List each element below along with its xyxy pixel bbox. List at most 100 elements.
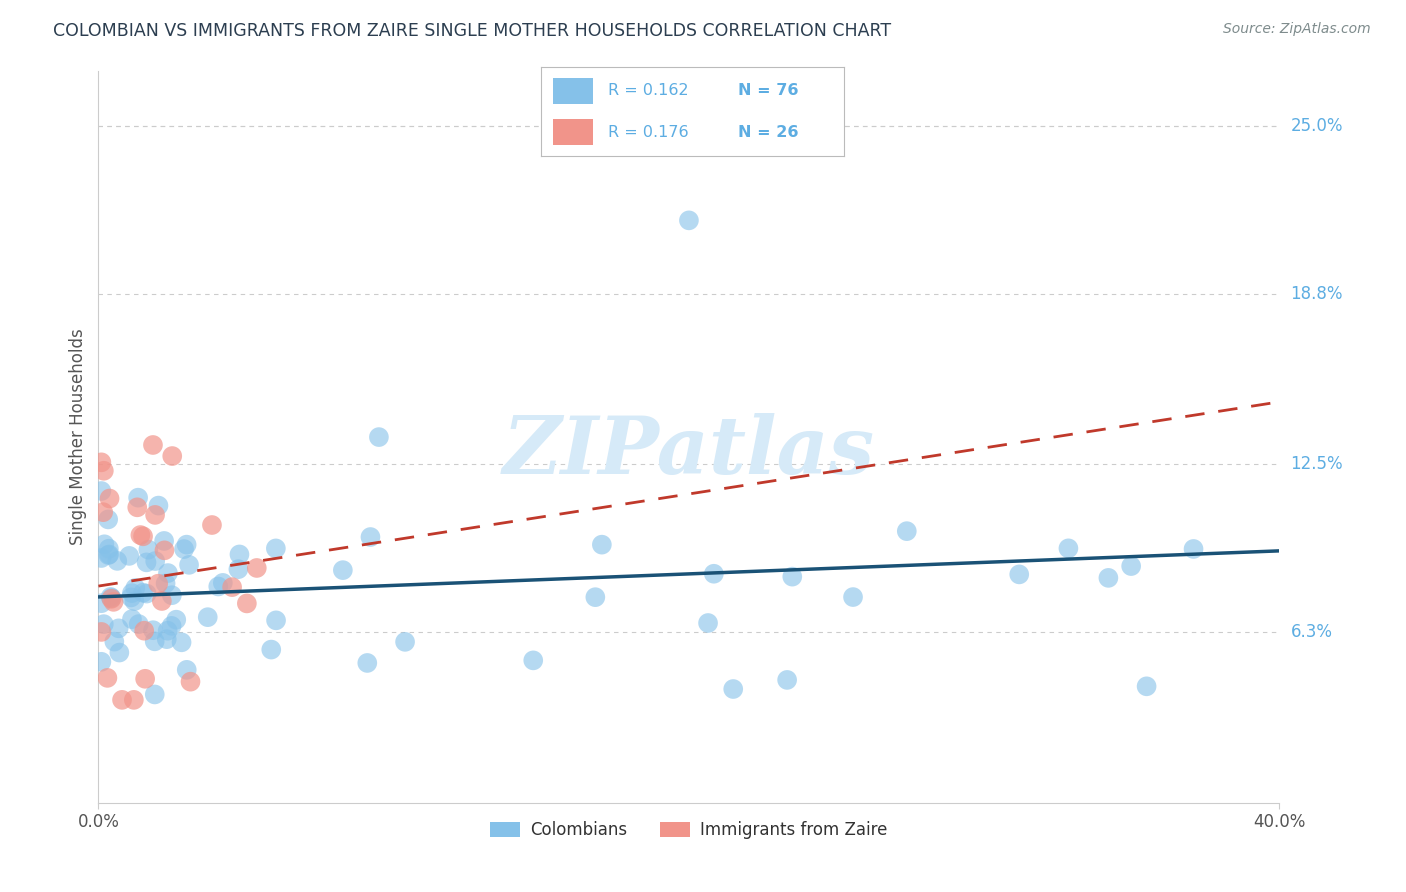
Point <box>127 500 149 515</box>
Point <box>170 635 193 649</box>
Point <box>156 632 179 647</box>
Point <box>1136 679 1159 693</box>
Point <box>93 617 115 632</box>
Text: R = 0.176: R = 0.176 <box>607 125 689 139</box>
Point <box>121 586 143 600</box>
Point <box>90 655 112 669</box>
Point <box>177 558 200 572</box>
Point <box>103 634 125 648</box>
Point <box>127 491 149 505</box>
Point <box>842 590 865 604</box>
Point <box>165 613 187 627</box>
Point <box>150 594 173 608</box>
Point <box>723 681 745 696</box>
Point <box>143 508 166 522</box>
Point <box>96 671 118 685</box>
Point <box>91 505 114 519</box>
Point <box>153 533 176 548</box>
Point <box>134 672 156 686</box>
Point <box>97 512 120 526</box>
Point <box>128 617 150 632</box>
Point <box>236 596 259 610</box>
Point <box>176 538 198 552</box>
Point <box>221 580 243 594</box>
Point <box>93 537 115 551</box>
Point <box>1057 541 1080 556</box>
Point <box>98 491 121 506</box>
Point <box>896 524 918 538</box>
Point <box>118 549 141 563</box>
Point <box>142 438 165 452</box>
Point <box>132 586 155 600</box>
Text: 12.5%: 12.5% <box>1291 455 1343 473</box>
Point <box>156 566 179 580</box>
Point <box>100 590 122 604</box>
Point <box>98 548 121 562</box>
Point <box>148 499 170 513</box>
Point <box>332 563 354 577</box>
Point <box>129 528 152 542</box>
Point <box>228 562 250 576</box>
Point <box>135 586 157 600</box>
Point <box>142 623 165 637</box>
Point <box>207 579 229 593</box>
Point <box>162 449 183 463</box>
Point <box>782 569 804 583</box>
Point <box>97 541 120 556</box>
Point <box>583 590 606 604</box>
Point <box>120 591 142 605</box>
Point <box>1097 571 1119 585</box>
Point <box>776 673 799 687</box>
Point <box>173 542 195 557</box>
Point <box>90 551 112 566</box>
Point <box>179 674 201 689</box>
Point <box>153 543 176 558</box>
FancyBboxPatch shape <box>554 119 593 145</box>
Point <box>197 610 219 624</box>
Point <box>260 642 283 657</box>
Point <box>1008 567 1031 582</box>
Point <box>156 624 179 638</box>
Point <box>124 581 146 595</box>
Point <box>697 615 720 630</box>
Point <box>591 538 613 552</box>
Text: ZIPatlas: ZIPatlas <box>503 413 875 491</box>
Point <box>90 624 112 639</box>
Point <box>703 566 725 581</box>
Point <box>103 595 125 609</box>
Text: 6.3%: 6.3% <box>1291 624 1333 641</box>
Point <box>356 656 378 670</box>
Point <box>93 464 115 478</box>
Text: COLOMBIAN VS IMMIGRANTS FROM ZAIRE SINGLE MOTHER HOUSEHOLDS CORRELATION CHART: COLOMBIAN VS IMMIGRANTS FROM ZAIRE SINGL… <box>53 22 891 40</box>
Point <box>143 554 166 568</box>
Point <box>148 576 170 591</box>
Point <box>1121 559 1143 574</box>
Point <box>135 555 157 569</box>
Point <box>107 621 129 635</box>
Point <box>228 548 250 562</box>
Point <box>134 624 156 638</box>
Point <box>264 613 287 627</box>
Point <box>105 554 128 568</box>
Point <box>138 542 160 557</box>
Point <box>100 591 122 605</box>
Point <box>246 561 269 575</box>
Point <box>100 591 122 606</box>
Point <box>90 483 112 498</box>
Point <box>132 529 155 543</box>
Point <box>359 530 381 544</box>
Point <box>90 596 112 610</box>
Point <box>97 548 120 562</box>
Text: 18.8%: 18.8% <box>1291 285 1343 302</box>
Point <box>90 455 112 469</box>
Point <box>124 594 146 608</box>
Point <box>160 588 183 602</box>
Point <box>201 518 224 533</box>
Point <box>143 688 166 702</box>
Point <box>121 612 143 626</box>
Point <box>155 576 177 591</box>
Point <box>394 635 416 649</box>
Point <box>122 693 145 707</box>
Point <box>108 646 131 660</box>
Point <box>264 541 287 556</box>
